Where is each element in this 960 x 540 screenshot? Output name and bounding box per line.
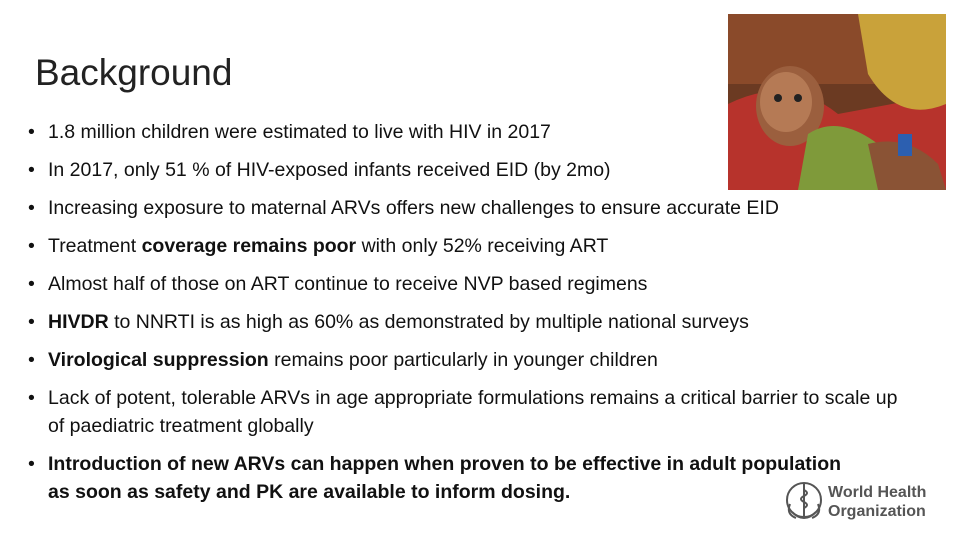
bullet: HIVDR to NNRTI is as high as 60% as demo… (28, 308, 928, 336)
photo (728, 14, 946, 190)
logo-line: World Health (828, 484, 926, 501)
bold-text: Introduction of new ARVs can happen when… (48, 453, 842, 503)
bullet: 1.8 million children were estimated to l… (28, 118, 928, 146)
text: remains poor particularly in younger chi… (268, 349, 658, 371)
bullet: Lack of potent, tolerable ARVs in age ap… (28, 384, 898, 440)
bullet: Increasing exposure to maternal ARVs off… (28, 194, 928, 222)
text: Increasing exposure to maternal ARVs off… (48, 197, 779, 219)
bullet-list: 1.8 million children were estimated to l… (28, 118, 928, 516)
who-logo: World Health Organization (786, 482, 926, 520)
text: Treatment (48, 235, 142, 257)
bullet: Introduction of new ARVs can happen when… (28, 450, 848, 506)
bold-text: HIVDR (48, 311, 109, 333)
bullet: Almost half of those on ART continue to … (28, 270, 928, 298)
bullet: In 2017, only 51 % of HIV-exposed infant… (28, 156, 928, 184)
slide-title: Background (35, 52, 233, 93)
bullet: Virological suppression remains poor par… (28, 346, 928, 374)
text: with only 52% receiving ART (356, 235, 609, 257)
text: to NNRTI is as high as 60% as demonstrat… (108, 311, 749, 333)
logo-line: Organization (828, 503, 926, 520)
text: Lack of potent, tolerable ARVs in age ap… (48, 387, 898, 437)
bold-text: Virological suppression (48, 349, 269, 371)
text: In 2017, only 51 % of HIV-exposed infant… (48, 159, 611, 181)
bold-text: coverage remains poor (141, 235, 357, 257)
bullet: Treatment coverage remains poor with onl… (28, 232, 928, 260)
text: 1.8 million children were estimated to l… (48, 121, 551, 143)
text: Almost half of those on ART continue to … (48, 273, 648, 295)
